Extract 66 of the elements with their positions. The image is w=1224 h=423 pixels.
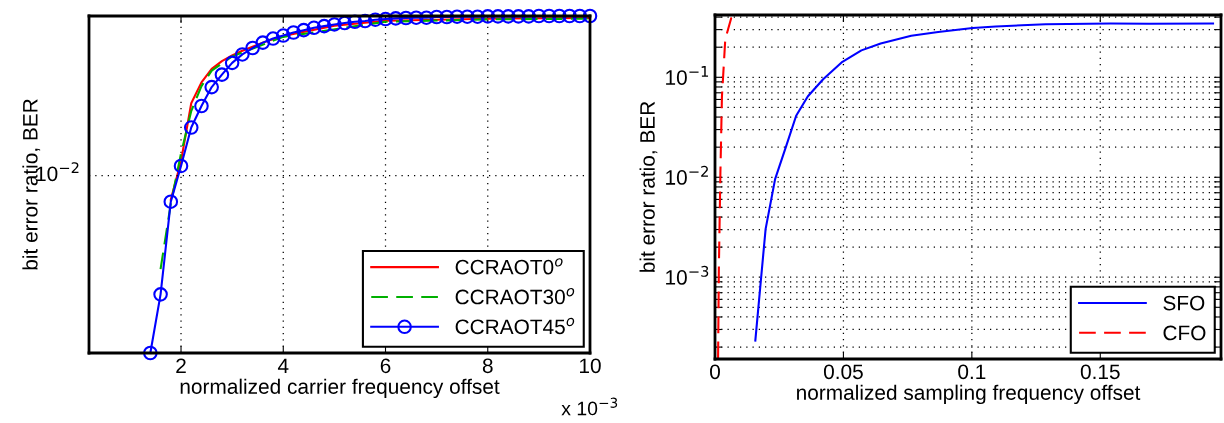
point: [531, 8, 547, 24]
point: [552, 8, 567, 24]
point: [480, 9, 496, 24]
point: [541, 8, 557, 24]
point: [235, 47, 250, 62]
legend-label: CFO: [1163, 325, 1206, 341]
x-axis-title: normalized carrier frequency offset: [180, 378, 500, 399]
point: [357, 13, 373, 29]
y-axis-title: bit error ratio, BER: [639, 101, 658, 272]
legend-label: CCRAOT30$^{o}$: [455, 288, 575, 305]
point: [439, 9, 455, 25]
point: [490, 9, 506, 24]
point: [275, 28, 291, 43]
point: [296, 22, 311, 38]
point: [143, 345, 158, 361]
point: [388, 11, 404, 26]
point: [562, 8, 577, 24]
x-tick-label: 4: [277, 358, 289, 373]
line-series: [754, 22, 1215, 342]
point: [572, 8, 588, 24]
point: [511, 9, 526, 24]
point: [327, 17, 342, 32]
point: [153, 287, 168, 302]
point: [347, 14, 363, 30]
point: [183, 120, 199, 135]
x-axis-title: normalized sampling frequency offset: [797, 384, 1141, 405]
point: [449, 9, 465, 24]
point: [521, 9, 536, 24]
point: [429, 9, 444, 25]
point: [265, 31, 281, 46]
point: [460, 9, 475, 24]
point: [224, 55, 240, 71]
point: [173, 158, 189, 174]
point: [368, 12, 383, 27]
x-tick-label: 0: [710, 364, 720, 380]
legend-label: CCRAOT0$^{o}$: [455, 258, 563, 275]
point: [337, 15, 352, 31]
point: [204, 79, 219, 95]
x-tick-label: 0.1: [958, 364, 986, 380]
x-tick-label: 2: [176, 358, 186, 373]
legend-label: CCRAOT45$^{o}$: [455, 317, 575, 335]
point: [419, 10, 434, 25]
y-tick-label: 10$^{−3}$: [666, 265, 709, 285]
point: [194, 98, 209, 114]
point: [470, 9, 485, 24]
point: [306, 20, 322, 36]
x-tick-label: 6: [380, 358, 391, 374]
point: [286, 25, 301, 40]
point: [316, 18, 332, 34]
y-tick-label: 10$^{−2}$: [666, 165, 708, 185]
point: [245, 40, 260, 56]
x-tick-label: 8: [482, 358, 493, 374]
legend-label: SFO: [1163, 295, 1205, 311]
x-tick-label: 0.15: [1080, 364, 1120, 380]
point: [398, 10, 414, 26]
point: [408, 10, 424, 25]
point: [500, 9, 516, 24]
point: [163, 194, 179, 209]
point: [582, 8, 598, 24]
point: [255, 35, 271, 50]
y-tick-label: 10$^{−1}$: [666, 66, 709, 85]
x-tick-label: 0.05: [823, 364, 863, 380]
x-tick-label: 10: [580, 358, 601, 374]
point: [378, 11, 393, 27]
text: x 10$^{−3}$: [561, 397, 618, 416]
point: [214, 67, 230, 82]
